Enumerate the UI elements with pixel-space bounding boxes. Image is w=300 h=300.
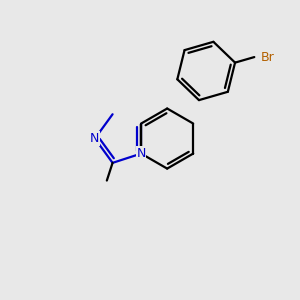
Text: N: N bbox=[136, 147, 146, 160]
Text: N: N bbox=[90, 132, 100, 145]
Text: N: N bbox=[136, 147, 146, 160]
Text: Br: Br bbox=[261, 51, 274, 64]
